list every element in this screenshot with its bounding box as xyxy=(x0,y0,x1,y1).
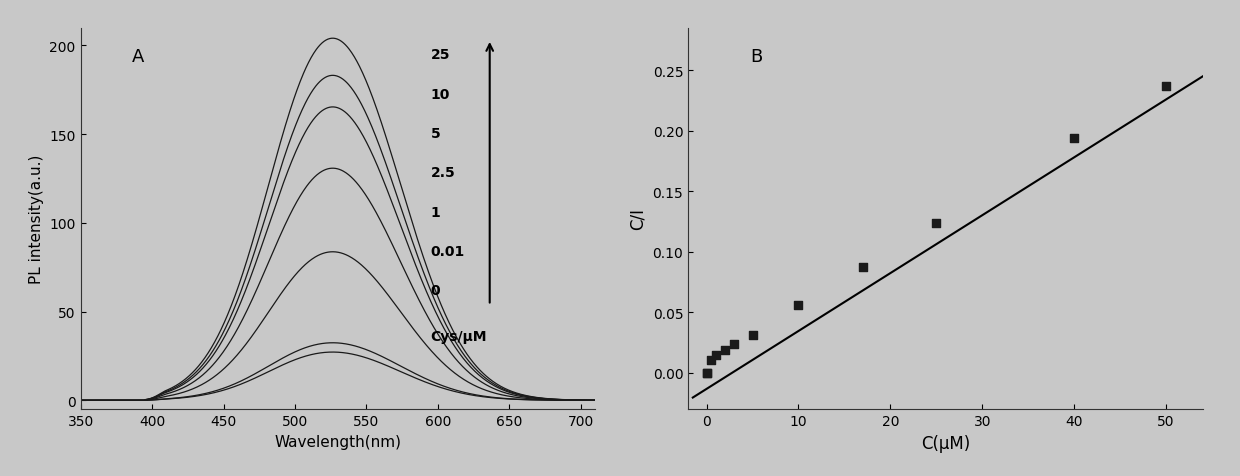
Point xyxy=(702,356,722,364)
Point xyxy=(724,340,744,348)
X-axis label: Wavelength(nm): Wavelength(nm) xyxy=(274,434,402,449)
Text: A: A xyxy=(131,48,144,66)
Text: 5: 5 xyxy=(430,127,440,140)
Point xyxy=(697,369,717,377)
Point xyxy=(706,351,725,359)
Point xyxy=(853,264,873,272)
Point xyxy=(1156,83,1176,90)
Point xyxy=(1064,135,1084,142)
Text: 0: 0 xyxy=(430,284,440,298)
Point xyxy=(743,332,763,339)
Y-axis label: PL intensity(a.u.): PL intensity(a.u.) xyxy=(29,154,43,284)
Text: 0.01: 0.01 xyxy=(430,244,465,258)
Text: 10: 10 xyxy=(430,88,450,101)
Y-axis label: C/I: C/I xyxy=(629,208,647,230)
Text: 2.5: 2.5 xyxy=(430,166,455,180)
Point xyxy=(926,219,946,227)
Point xyxy=(697,369,717,377)
Point xyxy=(789,302,808,309)
Text: 25: 25 xyxy=(430,48,450,62)
Text: B: B xyxy=(750,48,763,66)
Point xyxy=(715,347,735,354)
Text: 1: 1 xyxy=(430,205,440,219)
Text: Cys/μM: Cys/μM xyxy=(430,330,487,344)
X-axis label: C(μM): C(μM) xyxy=(921,434,970,452)
